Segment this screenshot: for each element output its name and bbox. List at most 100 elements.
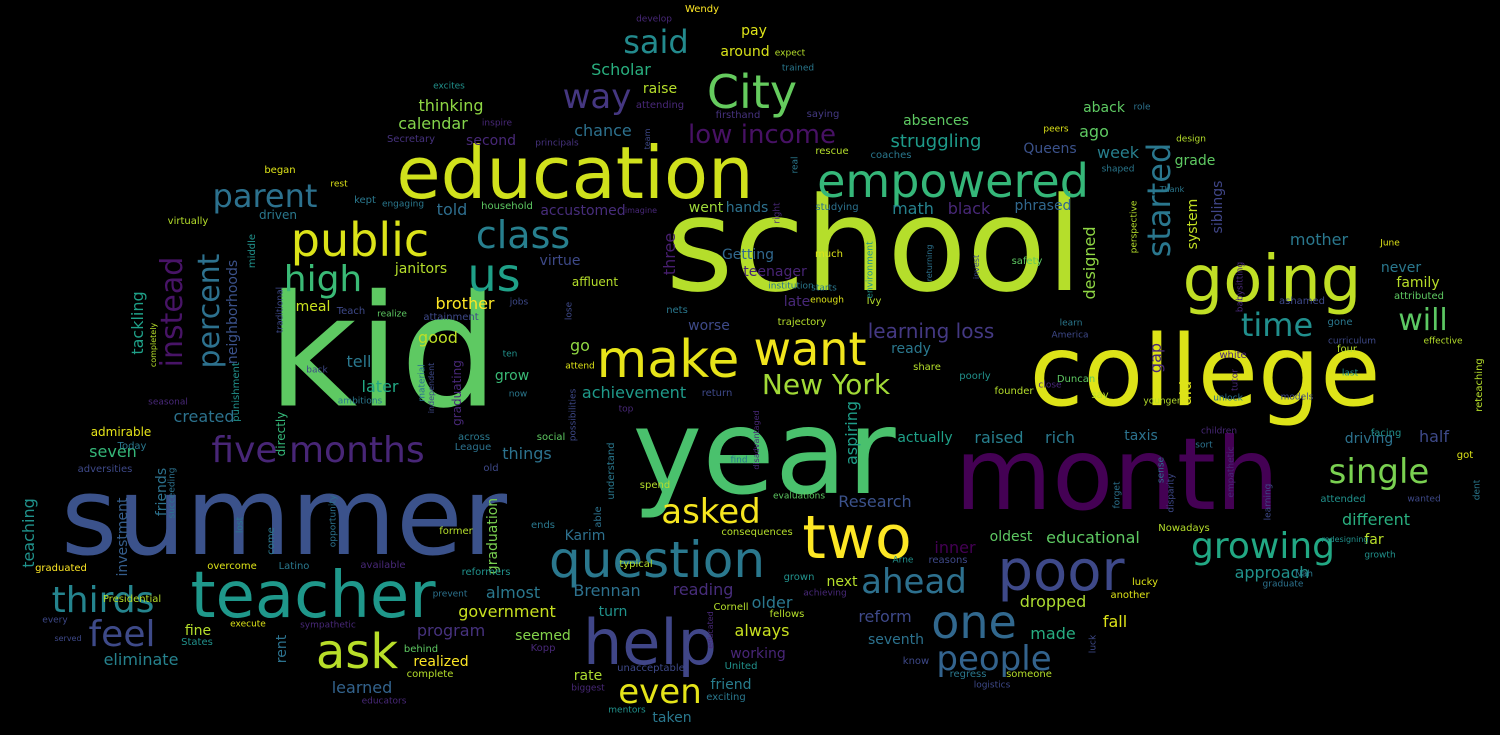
word-calendar: calendar bbox=[398, 114, 468, 133]
word-engaging: engaging bbox=[381, 199, 425, 210]
word-going: going bbox=[1182, 243, 1362, 317]
word-brother: brother bbox=[435, 294, 495, 313]
word-far: far bbox=[1364, 532, 1384, 548]
word-month: month bbox=[954, 416, 1280, 533]
word-admirable: admirable bbox=[90, 425, 152, 439]
word-turn: turn bbox=[598, 604, 628, 620]
word-real: real bbox=[790, 156, 801, 174]
word-execute: execute bbox=[230, 619, 266, 630]
word-share: share bbox=[913, 362, 941, 373]
word-government: government bbox=[458, 602, 556, 621]
word-friend: friend bbox=[710, 677, 752, 693]
word-secretary: Secretary bbox=[386, 134, 436, 145]
word-sort: sort bbox=[1195, 440, 1213, 451]
word-taken: taken bbox=[652, 710, 692, 726]
word-models: models bbox=[1280, 392, 1314, 403]
word-people: people bbox=[936, 639, 1052, 679]
word-logistics: logistics bbox=[973, 680, 1011, 691]
word-kid: kid bbox=[267, 261, 499, 443]
word-empathetic: empathetic bbox=[1226, 446, 1237, 498]
word-disadvantaged: disadvantaged bbox=[752, 410, 761, 470]
word-mentors: mentors bbox=[608, 705, 646, 716]
word-thinking: thinking bbox=[418, 96, 484, 115]
word-class: class bbox=[475, 213, 571, 257]
word-imagine: imagine bbox=[624, 206, 658, 215]
word-former: former bbox=[439, 526, 473, 537]
word-independent: independent bbox=[427, 362, 436, 414]
word-ago: ago bbox=[1079, 122, 1109, 141]
word-two: two bbox=[802, 503, 912, 573]
word-research: Research bbox=[838, 492, 912, 511]
word-come: come bbox=[266, 527, 277, 555]
word-year: year bbox=[632, 383, 896, 521]
word-made: made bbox=[1030, 624, 1076, 643]
word-social: social bbox=[536, 432, 566, 443]
word-driving: driving bbox=[1344, 431, 1394, 447]
word-rest: rest bbox=[330, 179, 348, 190]
word-ends: ends bbox=[530, 520, 556, 531]
word-institution: institution bbox=[768, 281, 814, 292]
word-younger: younger bbox=[1143, 396, 1181, 407]
word-excites: excites bbox=[433, 81, 465, 92]
word-black: black bbox=[947, 199, 991, 218]
word-reasons: reasons bbox=[928, 555, 968, 566]
word-way: way bbox=[562, 77, 632, 117]
word-perspective: perspective bbox=[1129, 200, 1140, 254]
word-virtually: virtually bbox=[167, 216, 209, 227]
word-nowadays: Nowadays bbox=[1158, 523, 1210, 534]
word-different: different bbox=[1342, 510, 1410, 529]
word-approach: approach bbox=[1234, 563, 1310, 582]
word-said: said bbox=[623, 23, 689, 61]
word-firsthand: firsthand bbox=[715, 110, 761, 121]
word-back: back bbox=[306, 365, 328, 376]
word-designed: designed bbox=[1080, 226, 1099, 300]
word-siblings: siblings bbox=[1210, 180, 1226, 234]
word-attributed: attributed bbox=[1394, 291, 1444, 302]
word-reteaching: reteaching bbox=[1474, 358, 1485, 412]
word-thirds: thirds bbox=[51, 580, 155, 621]
word-aspiring: aspiring bbox=[842, 400, 861, 466]
word-city: City bbox=[706, 65, 798, 119]
word-family: family bbox=[1396, 275, 1440, 291]
word-find: find bbox=[730, 455, 748, 466]
word-duncan: Duncan bbox=[1056, 374, 1096, 385]
word-ask: ask bbox=[315, 624, 399, 680]
word-seventh: seventh bbox=[867, 632, 925, 648]
word-learning-loss: learning loss bbox=[867, 319, 995, 343]
word-began: began bbox=[264, 165, 296, 176]
word-half: half bbox=[1418, 427, 1450, 446]
word-aback: aback bbox=[1083, 100, 1125, 116]
word-achieving: achieving bbox=[803, 588, 847, 599]
word-next: next bbox=[826, 574, 858, 590]
word-educated: educated bbox=[706, 611, 715, 649]
word-realize: realize bbox=[377, 309, 407, 320]
word-sense: sense bbox=[1156, 456, 1167, 484]
word-second: second bbox=[466, 133, 516, 149]
word-opportunity: opportunity bbox=[328, 494, 339, 548]
word-league: League bbox=[454, 442, 492, 453]
word-four: four bbox=[1336, 344, 1358, 355]
word-investment: investment bbox=[115, 497, 131, 577]
word-last: last bbox=[1341, 368, 1359, 379]
word-math: math bbox=[892, 199, 934, 218]
word-actually: actually bbox=[897, 430, 953, 446]
word-go: go bbox=[570, 336, 590, 355]
word-almost: almost bbox=[485, 583, 541, 602]
word-working: working bbox=[730, 646, 786, 662]
word-regress: regress bbox=[949, 669, 987, 680]
word-reformers: reformers bbox=[461, 567, 511, 578]
word-graduation: graduation bbox=[485, 497, 501, 575]
word-effective: effective bbox=[1423, 336, 1463, 347]
word-five-months: five months bbox=[211, 430, 425, 471]
word-poor: poor bbox=[997, 539, 1125, 604]
word-succeeding: succeeding bbox=[167, 467, 178, 519]
word-grade: grade bbox=[1174, 153, 1216, 169]
word-evaluations: evaluations bbox=[772, 491, 826, 502]
word-rescue: rescue bbox=[815, 146, 849, 157]
word-later: later bbox=[361, 377, 399, 396]
word-ashamed: ashamed bbox=[1278, 296, 1326, 307]
word-attended: attended bbox=[1320, 494, 1366, 505]
word-teaching: teaching bbox=[19, 498, 38, 568]
word-older: older bbox=[751, 593, 793, 612]
word-help: help bbox=[582, 606, 718, 679]
